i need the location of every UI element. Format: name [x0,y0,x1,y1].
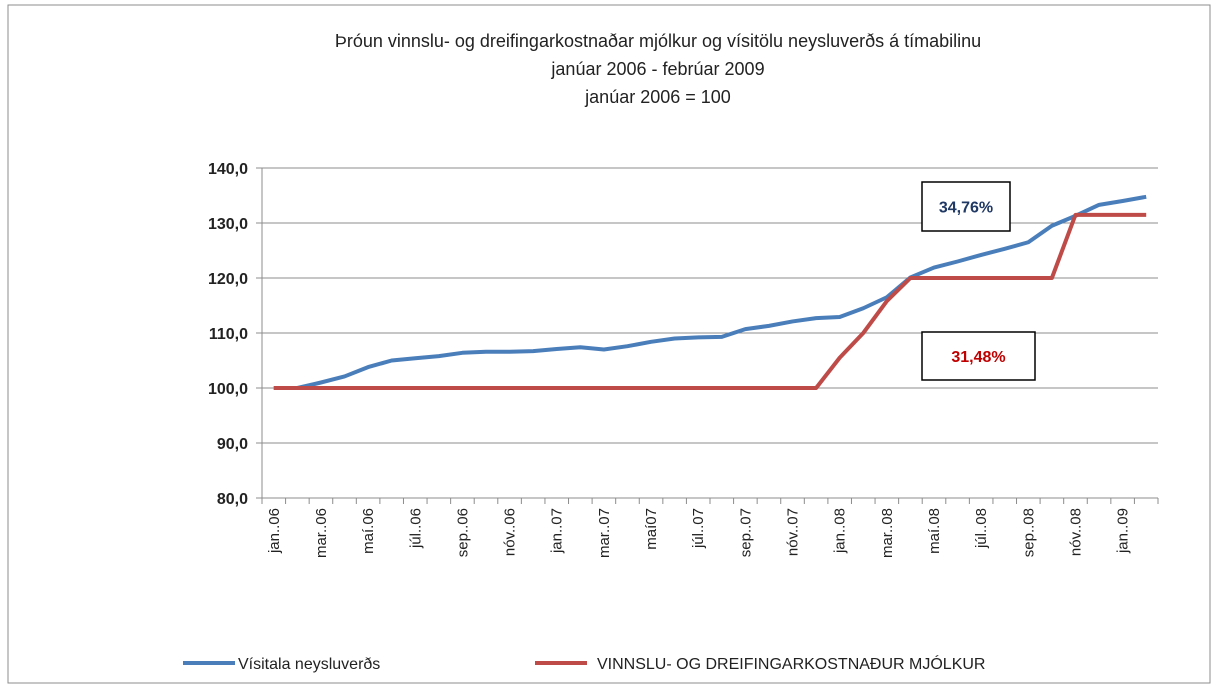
x-tick-label: sep..06 [454,508,471,557]
x-tick-label: sep..08 [1020,508,1037,557]
y-tick-label: 100,0 [208,381,248,398]
x-tick-label: maí.08 [926,508,943,554]
x-tick-label: maí07 [643,508,660,550]
y-tick-label: 110,0 [209,326,248,343]
x-tick-label: nóv..06 [502,508,519,556]
annotation-box [921,331,1036,381]
annotation: 31,48% [951,349,1005,366]
x-tick-label: júl..06 [407,508,424,549]
x-tick-label: mar..08 [879,508,896,558]
x-tick-label: nóv..08 [1067,508,1084,556]
series-line [273,194,1147,390]
x-tick-label: mar..07 [596,508,613,558]
x-tick-label: jan..09 [1115,508,1132,554]
x-tick-label: júl..07 [690,508,707,549]
annotation: 34,76% [939,200,993,217]
annotation-box [921,181,1011,232]
x-tick-label: jan..06 [266,508,283,554]
y-tick-label: 140,0 [208,161,248,178]
y-tick-label: 120,0 [208,271,248,288]
x-tick-label: maí.06 [360,508,377,554]
chart-title: Þróun vinnslu- og dreifingarkostnaðar mj… [335,31,981,51]
x-tick-label: mar..06 [313,508,330,558]
legend-label: VINNSLU- OG DREIFINGARKOSTNAÐUR MJÓLKUR [597,654,985,673]
series-line [273,212,1147,390]
x-tick-label: júl..08 [973,508,990,549]
legend-label: Vísitala neysluverðs [238,656,380,673]
x-tick-label: jan..07 [549,508,566,554]
y-tick-label: 130,0 [208,216,248,233]
x-tick-label: jan..08 [832,508,849,554]
x-tick-label: nóv..07 [785,508,802,556]
y-tick-label: 80,0 [217,491,248,508]
x-tick-label: sep..07 [737,508,754,557]
chart-title: janúar 2006 - febrúar 2009 [550,59,764,79]
chart-title: janúar 2006 = 100 [584,87,731,107]
y-tick-label: 90,0 [217,436,248,453]
